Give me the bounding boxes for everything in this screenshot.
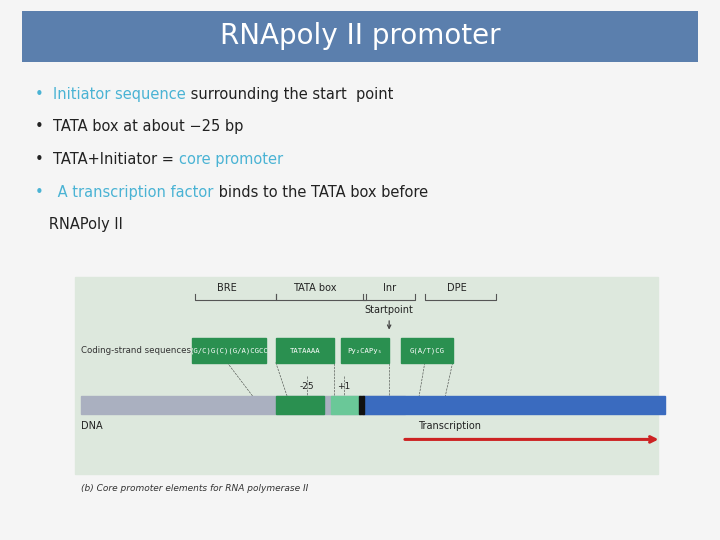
Bar [192, 338, 266, 363]
Text: TATA box at about −25 bp: TATA box at about −25 bp [53, 119, 243, 134]
Bar [364, 396, 665, 414]
Text: RNAPoly II: RNAPoly II [35, 217, 123, 232]
Bar [359, 396, 364, 414]
Text: (G/C)G(C)(G/A)CGCC: (G/C)G(C)(G/A)CGCC [189, 347, 268, 354]
Bar [276, 396, 324, 414]
Bar [401, 338, 453, 363]
Text: A transcription factor: A transcription factor [53, 185, 214, 200]
Bar [81, 396, 405, 414]
Text: binds to the TATA box before: binds to the TATA box before [214, 185, 428, 200]
Text: surrounding the start  point: surrounding the start point [186, 87, 393, 102]
Bar [331, 396, 360, 414]
Text: •: • [35, 185, 53, 200]
Bar [276, 338, 334, 363]
Text: DPE: DPE [447, 283, 467, 293]
Text: •: • [35, 87, 53, 102]
Text: •: • [35, 152, 53, 167]
Text: Inr: Inr [382, 283, 396, 293]
Text: G(A/T)CG: G(A/T)CG [409, 347, 444, 354]
Text: DNA: DNA [81, 421, 103, 431]
Text: -25: -25 [300, 382, 314, 391]
Text: RNApoly II promoter: RNApoly II promoter [220, 23, 500, 50]
Text: (b) Core promoter elements for RNA polymerase II: (b) Core promoter elements for RNA polym… [81, 484, 309, 493]
Text: Coding-strand sequences:: Coding-strand sequences: [81, 346, 194, 355]
Text: Py₂CAPy₅: Py₂CAPy₅ [347, 348, 382, 354]
Text: Initiator sequence: Initiator sequence [53, 87, 186, 102]
Bar [341, 338, 389, 363]
Text: TATA box: TATA box [293, 283, 336, 293]
Text: Startpoint: Startpoint [365, 305, 413, 315]
Text: TATAAAA: TATAAAA [289, 348, 320, 354]
Text: BRE: BRE [217, 283, 237, 293]
Bar [75, 277, 658, 474]
Text: TATA+Initiator =: TATA+Initiator = [53, 152, 179, 167]
Text: Transcription: Transcription [418, 421, 481, 431]
Text: •: • [35, 119, 53, 134]
Text: core promoter: core promoter [179, 152, 283, 167]
Text: +1: +1 [337, 382, 351, 391]
